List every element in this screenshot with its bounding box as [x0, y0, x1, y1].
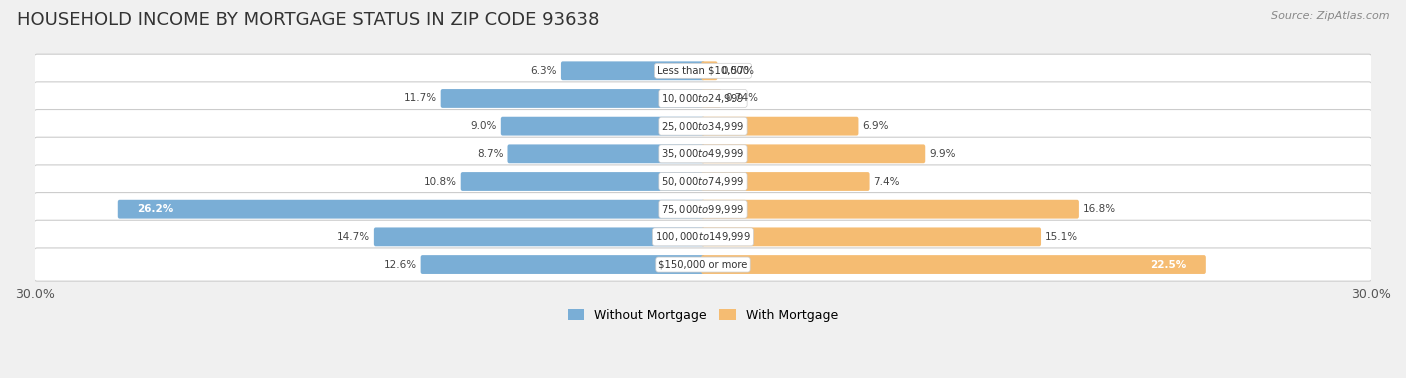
- Text: 6.9%: 6.9%: [862, 121, 889, 131]
- Text: $10,000 to $24,999: $10,000 to $24,999: [661, 92, 745, 105]
- FancyBboxPatch shape: [702, 89, 721, 108]
- Text: 10.8%: 10.8%: [425, 177, 457, 186]
- FancyBboxPatch shape: [34, 220, 1372, 254]
- FancyBboxPatch shape: [440, 89, 704, 108]
- FancyBboxPatch shape: [561, 61, 704, 80]
- Text: 9.9%: 9.9%: [929, 149, 956, 159]
- Text: 11.7%: 11.7%: [404, 93, 437, 104]
- Text: 26.2%: 26.2%: [138, 204, 173, 214]
- Text: 0.57%: 0.57%: [721, 66, 754, 76]
- FancyBboxPatch shape: [461, 172, 704, 191]
- FancyBboxPatch shape: [702, 200, 1078, 218]
- Text: 9.0%: 9.0%: [471, 121, 496, 131]
- FancyBboxPatch shape: [702, 144, 925, 163]
- Text: 0.74%: 0.74%: [725, 93, 758, 104]
- Text: 16.8%: 16.8%: [1083, 204, 1116, 214]
- FancyBboxPatch shape: [374, 228, 704, 246]
- Text: 8.7%: 8.7%: [477, 149, 503, 159]
- FancyBboxPatch shape: [702, 228, 1040, 246]
- Text: $25,000 to $34,999: $25,000 to $34,999: [661, 120, 745, 133]
- FancyBboxPatch shape: [508, 144, 704, 163]
- Text: 22.5%: 22.5%: [1150, 260, 1187, 270]
- Text: $50,000 to $74,999: $50,000 to $74,999: [661, 175, 745, 188]
- Text: 6.3%: 6.3%: [530, 66, 557, 76]
- FancyBboxPatch shape: [501, 117, 704, 136]
- Text: Less than $10,000: Less than $10,000: [657, 66, 749, 76]
- FancyBboxPatch shape: [34, 248, 1372, 281]
- FancyBboxPatch shape: [702, 172, 869, 191]
- Legend: Without Mortgage, With Mortgage: Without Mortgage, With Mortgage: [562, 304, 844, 327]
- FancyBboxPatch shape: [118, 200, 704, 218]
- FancyBboxPatch shape: [702, 255, 1206, 274]
- FancyBboxPatch shape: [34, 110, 1372, 143]
- Text: $35,000 to $49,999: $35,000 to $49,999: [661, 147, 745, 160]
- FancyBboxPatch shape: [34, 192, 1372, 226]
- Text: Source: ZipAtlas.com: Source: ZipAtlas.com: [1271, 11, 1389, 21]
- Text: $150,000 or more: $150,000 or more: [658, 260, 748, 270]
- Text: 15.1%: 15.1%: [1045, 232, 1078, 242]
- FancyBboxPatch shape: [420, 255, 704, 274]
- FancyBboxPatch shape: [702, 61, 717, 80]
- Text: HOUSEHOLD INCOME BY MORTGAGE STATUS IN ZIP CODE 93638: HOUSEHOLD INCOME BY MORTGAGE STATUS IN Z…: [17, 11, 599, 29]
- Text: 7.4%: 7.4%: [873, 177, 900, 186]
- FancyBboxPatch shape: [34, 54, 1372, 87]
- Text: 12.6%: 12.6%: [384, 260, 416, 270]
- FancyBboxPatch shape: [702, 117, 859, 136]
- FancyBboxPatch shape: [34, 165, 1372, 198]
- FancyBboxPatch shape: [34, 137, 1372, 170]
- Text: $100,000 to $149,999: $100,000 to $149,999: [655, 230, 751, 243]
- FancyBboxPatch shape: [34, 82, 1372, 115]
- Text: 14.7%: 14.7%: [337, 232, 370, 242]
- Text: $75,000 to $99,999: $75,000 to $99,999: [661, 203, 745, 216]
